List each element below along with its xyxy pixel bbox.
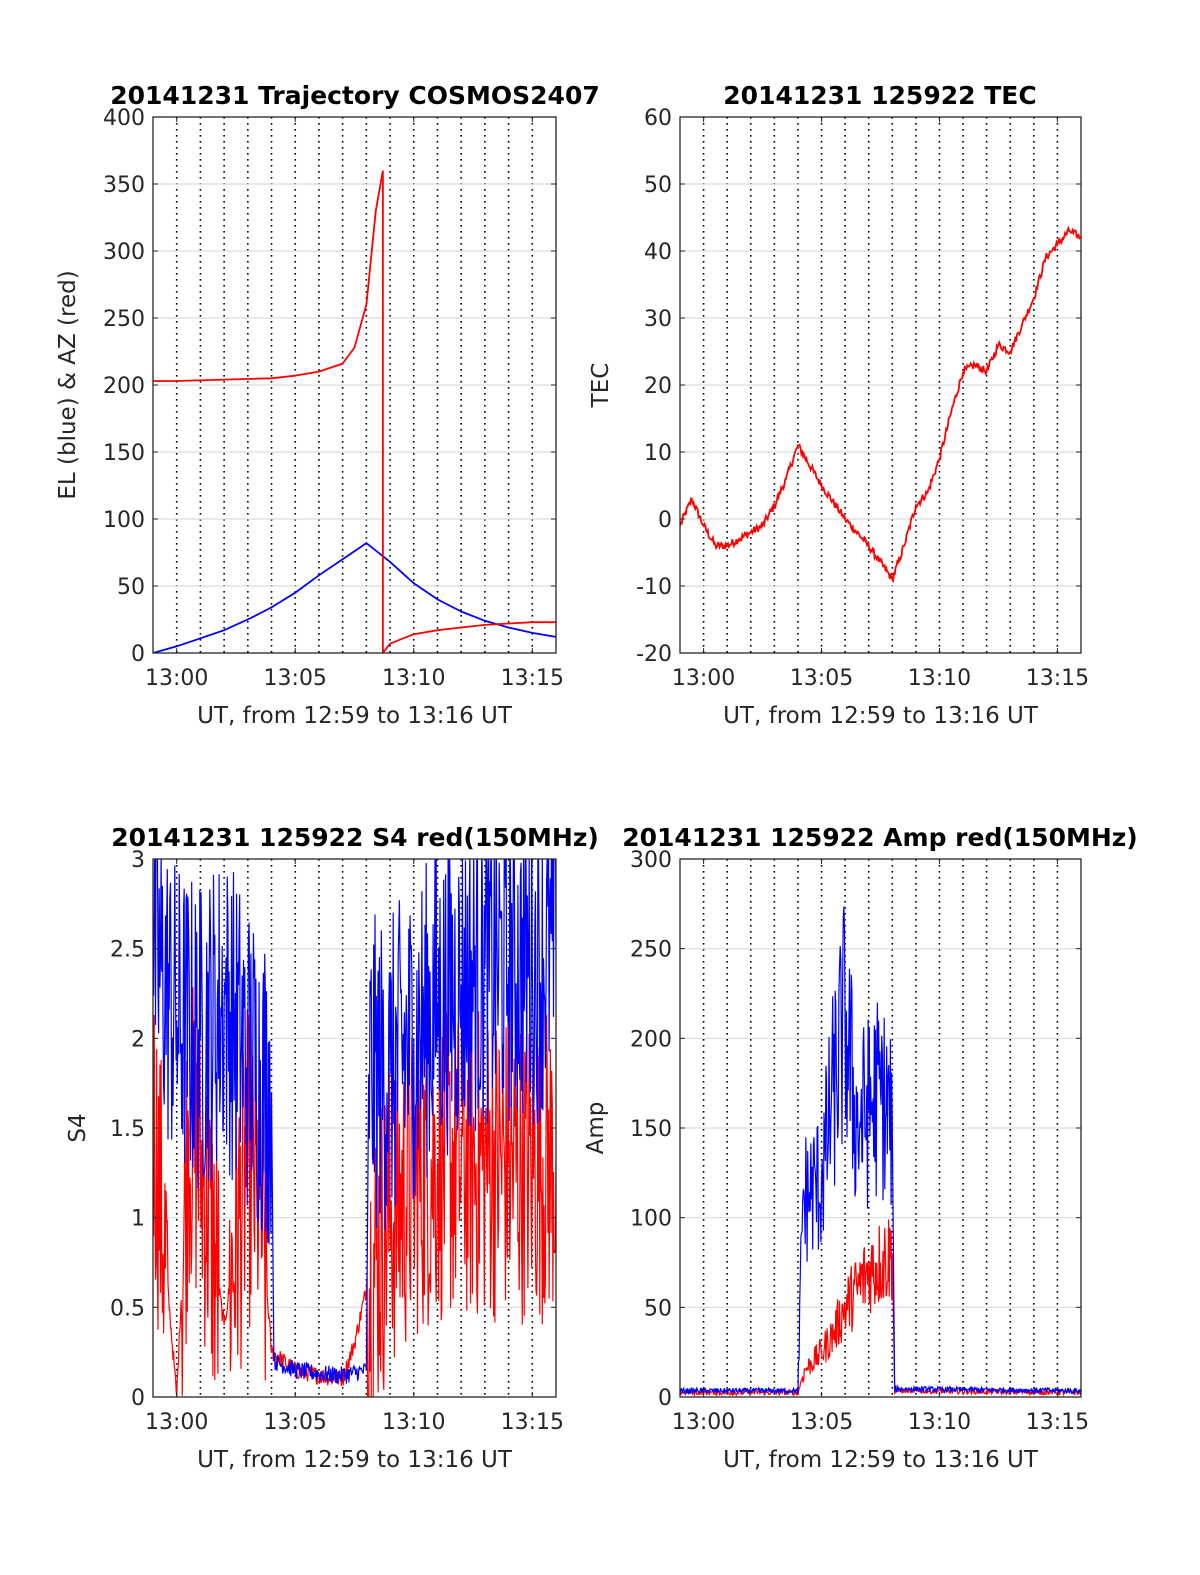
y-tick-label: 0 <box>658 508 672 533</box>
x-axis-label: UT, from 12:59 to 13:16 UT <box>723 1447 1039 1473</box>
x-tick-label: 13:00 <box>145 1410 208 1435</box>
chart-panel-3: 13:00 13:05 13:10 13:15 0 0.5 1 1.5 2 2.5 32014123… <box>65 823 599 1473</box>
x-axis-label: UT, from 12:59 to 13:16 UT <box>723 703 1039 729</box>
y-tick-label: 150 <box>630 1117 672 1142</box>
x-tick-label: 13:10 <box>908 1410 971 1435</box>
x-tick-label: 13:00 <box>672 666 735 691</box>
x-axis-label: UT, from 12:59 to 13:16 UT <box>197 703 513 729</box>
y-tick-label: 2.5 <box>110 938 145 963</box>
y-tick-label: 60 <box>644 106 672 131</box>
chart-title: 20141231 Trajectory COSMOS2407 <box>110 81 600 110</box>
x-tick-label: 13:15 <box>1026 1410 1089 1435</box>
x-tick-label: 13:15 <box>501 666 564 691</box>
chart-panel-4: 13:00 13:05 13:10 13:15 0 50 100 150 200 250 30020… <box>583 823 1138 1473</box>
x-axis-label: UT, from 12:59 to 13:16 UT <box>197 1447 513 1473</box>
y-tick-label: -10 <box>636 575 672 600</box>
y-tick-label: 300 <box>103 240 145 265</box>
y-tick-label: 250 <box>103 307 145 332</box>
x-tick-label: 13:05 <box>790 1410 853 1435</box>
y-tick-label: 1 <box>131 1207 145 1232</box>
y-tick-label: 3 <box>131 848 145 873</box>
y-axis-label: S4 <box>65 1113 91 1142</box>
y-tick-label: 100 <box>630 1207 672 1232</box>
chart-panel-2: 13:00 13:05 13:10 13:15 -20 -10 0 10 20 30 40 50 60 2… <box>588 81 1089 729</box>
y-axis-label: EL (blue) & AZ (red) <box>55 270 81 499</box>
y-tick-label: 0 <box>658 1386 672 1411</box>
series-line-2 <box>153 170 556 653</box>
x-tick-label: 13:05 <box>790 666 853 691</box>
x-tick-label: 13:00 <box>672 1410 735 1435</box>
x-tick-label: 13:05 <box>264 1410 327 1435</box>
chart-panel-1: 13:00 13:05 13:10 13:15 0 50 100 150 200 250 300 35… <box>55 81 600 729</box>
y-tick-label: -20 <box>636 642 672 667</box>
x-tick-label: 13:00 <box>145 666 208 691</box>
y-tick-label: 0 <box>131 1386 145 1411</box>
y-tick-label: 400 <box>103 106 145 131</box>
chart-title: 20141231 125922 S4 red(150MHz) <box>111 823 599 852</box>
y-tick-label: 40 <box>644 240 672 265</box>
y-tick-label: 20 <box>644 374 672 399</box>
y-tick-label: 0.5 <box>110 1296 145 1321</box>
chart-title: 20141231 125922 Amp red(150MHz) <box>622 823 1138 852</box>
chart-title: 20141231 125922 TEC <box>723 81 1036 110</box>
y-tick-label: 50 <box>644 173 672 198</box>
x-tick-label: 13:15 <box>1026 666 1089 691</box>
y-tick-label: 0 <box>131 642 145 667</box>
x-tick-label: 13:10 <box>908 666 971 691</box>
series-line-2 <box>680 906 1081 1396</box>
x-tick-label: 13:10 <box>382 1410 445 1435</box>
y-tick-label: 250 <box>630 938 672 963</box>
y-tick-label: 200 <box>103 374 145 399</box>
x-tick-label: 13:10 <box>382 666 445 691</box>
series-line-1 <box>153 987 556 1397</box>
y-tick-label: 200 <box>630 1027 672 1052</box>
y-tick-label: 150 <box>103 441 145 466</box>
x-tick-label: 13:05 <box>264 666 327 691</box>
y-tick-label: 1.5 <box>110 1117 145 1142</box>
y-tick-label: 2 <box>131 1027 145 1052</box>
y-tick-label: 100 <box>103 508 145 533</box>
y-tick-label: 30 <box>644 307 672 332</box>
y-tick-label: 50 <box>117 575 145 600</box>
y-axis-label: TEC <box>588 363 614 409</box>
y-tick-label: 300 <box>630 848 672 873</box>
y-tick-label: 350 <box>103 173 145 198</box>
series-line-1 <box>680 225 1081 584</box>
x-tick-label: 13:15 <box>501 1410 564 1435</box>
y-tick-label: 10 <box>644 441 672 466</box>
y-axis-label: Amp <box>583 1102 609 1155</box>
series-line-1 <box>153 541 556 653</box>
series-line-2 <box>153 859 556 1384</box>
y-tick-label: 50 <box>644 1296 672 1321</box>
